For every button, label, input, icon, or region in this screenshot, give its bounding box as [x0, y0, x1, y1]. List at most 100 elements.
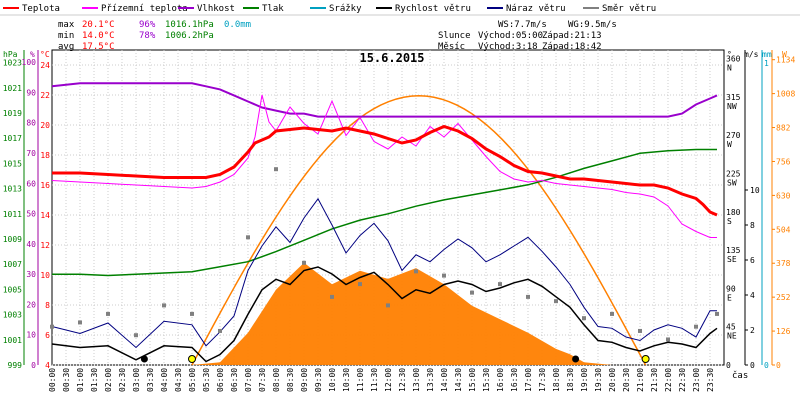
wind-ms-tick-label: 0 — [750, 361, 755, 370]
x-tick-label: 06:30 — [230, 368, 239, 392]
celsius-tick-label: 14 — [40, 211, 50, 220]
legend-entry: Vlhkost — [197, 4, 235, 14]
legend-entry: Tlak — [262, 4, 284, 14]
celsius-tick-label: 12 — [40, 241, 50, 250]
axes: 00:00 00:30 01:00 01:30 02:00 02:30 03:00 03:30… — [3, 50, 795, 392]
legend-entry: Rychlost větru — [395, 4, 471, 14]
direction-point — [218, 328, 222, 333]
direction-point — [554, 299, 558, 304]
x-tick-label: 13:30 — [426, 368, 435, 392]
x-tick-label: 05:00 — [188, 368, 197, 392]
series-line-rychlost-v-tru — [51, 266, 718, 363]
sun-set: Západ:21:13 — [542, 31, 602, 41]
stat-avg-temp: 17.5°C — [82, 42, 115, 52]
celsius-tick-label: 8 — [45, 301, 50, 310]
hpa-tick-label: 1019 — [3, 109, 22, 118]
wind-ms-tick-label: 8 — [750, 221, 755, 230]
solar-tick-label: 126 — [776, 327, 791, 336]
hpa-tick-label: 999 — [8, 361, 23, 370]
direction-point — [190, 311, 194, 316]
wind-ms-tick-label: 6 — [750, 256, 755, 265]
direction-tick-label: 315 — [726, 93, 741, 102]
legend-entry: Teplota — [22, 4, 60, 14]
percent-tick-label: 20 — [26, 300, 36, 309]
sun-moon-markers — [140, 355, 650, 363]
percent-tick-label: 0 — [31, 361, 36, 370]
x-tick-label: 04:30 — [174, 368, 183, 392]
direction-sublabel: SW — [727, 178, 737, 187]
wind-ms-tick-label: 2 — [750, 326, 755, 335]
direction-point — [358, 282, 362, 287]
x-tick-label: 11:00 — [356, 368, 365, 392]
legend: Teplota Přízemní teplota Vlhkost Tlak Srážky… — [0, 4, 800, 16]
x-tick-label: 06:00 — [216, 368, 225, 392]
celsius-tick-label: 6 — [45, 331, 50, 340]
hpa-tick-label: 1017 — [3, 134, 22, 143]
solar-tick-label: 378 — [776, 259, 791, 268]
series-line-tlak — [52, 148, 717, 277]
wind-ms-tick-label: 4 — [750, 291, 755, 300]
wind-gust-info: WG:9.5m/s — [568, 20, 617, 30]
legend-entry: Směr větru — [602, 4, 656, 14]
moon-rise: Východ:3:18 — [478, 42, 538, 52]
stat-min-label: min — [58, 31, 74, 41]
percent-tick-label: 40 — [26, 240, 36, 249]
solar-radiation-area — [52, 95, 717, 366]
x-tick-label: 13:00 — [412, 368, 421, 392]
x-tick-label: 17:00 — [524, 368, 533, 392]
wind-direction-dots — [50, 167, 719, 342]
celsius-tick-label: 18 — [40, 151, 50, 160]
x-tick-label: 09:00 — [300, 368, 309, 392]
direction-point — [498, 282, 502, 287]
x-tick-label: 02:30 — [118, 368, 127, 392]
x-tick-label: 22:30 — [678, 368, 687, 392]
hpa-tick-label: 1009 — [3, 235, 22, 244]
series-lines — [51, 82, 718, 363]
series-line-n-raz-v-tru — [51, 197, 717, 349]
direction-sublabel: SE — [727, 255, 737, 264]
direction-sublabel: W — [727, 140, 732, 149]
percent-tick-label: 70 — [26, 149, 36, 158]
hpa-tick-label: 1015 — [3, 159, 22, 168]
sun-label: Slunce — [438, 31, 471, 41]
stat-max-label: max — [58, 20, 75, 30]
direction-point — [106, 311, 110, 316]
direction-point — [526, 294, 530, 299]
x-tick-label: 19:30 — [594, 368, 603, 392]
sun-rise: Východ:05:00 — [478, 31, 543, 41]
wind-speed-info: WS:7.7m/s — [498, 20, 547, 30]
solar-axis-label: W — [782, 50, 787, 59]
x-tick-label: 12:00 — [384, 368, 393, 392]
hpa-tick-label: 1013 — [3, 185, 22, 194]
direction-point — [386, 303, 390, 308]
x-tick-label: 07:30 — [258, 368, 267, 392]
percent-tick-label: 90 — [26, 88, 36, 97]
x-tick-label: 20:30 — [622, 368, 631, 392]
celsius-tick-label: 22 — [40, 91, 50, 100]
solar-tick-label: 882 — [776, 124, 791, 133]
direction-sublabel: NW — [727, 102, 737, 111]
direction-sublabel: S — [727, 217, 732, 226]
hpa-axis-label: hPa — [3, 50, 18, 59]
x-tick-label: 02:00 — [104, 368, 113, 392]
x-tick-label: 21:00 — [636, 368, 645, 392]
x-tick-label: 23:30 — [706, 368, 715, 392]
stat-min-hum: 78% — [139, 31, 156, 41]
x-tick-label: 16:30 — [510, 368, 519, 392]
x-axis-label: čas — [732, 370, 748, 381]
stat-min-press: 1006.2hPa — [165, 31, 214, 41]
solar-tick-label: 630 — [776, 191, 791, 200]
stat-max-press: 1016.1hPa — [165, 20, 214, 30]
direction-point — [78, 320, 82, 325]
direction-sublabel: E — [727, 293, 732, 302]
direction-point — [134, 333, 138, 338]
x-tick-label: 08:30 — [286, 368, 295, 392]
percent-tick-label: 100 — [22, 58, 37, 67]
moon-set: Západ:18:42 — [542, 42, 602, 52]
hpa-tick-label: 1021 — [3, 84, 22, 93]
x-tick-label: 12:30 — [398, 368, 407, 392]
x-tick-label: 14:00 — [440, 368, 449, 392]
direction-tick-label: 270 — [726, 131, 741, 140]
moon-rise-marker — [140, 355, 148, 363]
solar-tick-label: 1008 — [776, 90, 795, 99]
